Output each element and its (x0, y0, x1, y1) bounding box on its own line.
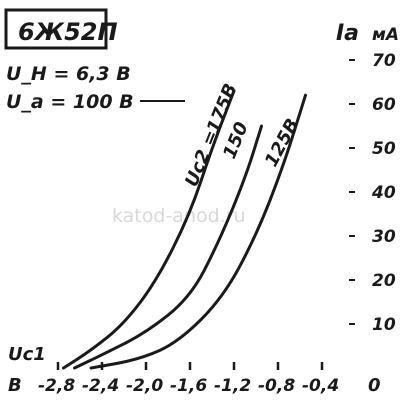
y-tick-label: 20 (372, 271, 396, 291)
x-tick-label: -2,8 (38, 376, 75, 396)
watermark-text: katod-anod.ru (112, 205, 246, 227)
series-label-prefix: Uc2 = (181, 127, 223, 190)
series-line-125B (89, 93, 307, 370)
chart-title: 6Ж52П (18, 18, 118, 46)
x-left-unit: B (8, 375, 22, 396)
y-axis-label: Ia (336, 21, 359, 46)
x-tick-label: -0,4 (302, 376, 339, 396)
series-line-175B (62, 89, 236, 370)
x-tick-label: -1,2 (214, 376, 251, 396)
x-tick-label: -1,6 (170, 376, 207, 396)
title-box (4, 8, 108, 50)
y-zero-label: 0 (368, 375, 381, 396)
x-tick-label: -0,8 (258, 376, 295, 396)
series-label: 125B (261, 115, 304, 170)
y-tick-label: 70 (372, 51, 396, 71)
x-tick-label: -2,4 (82, 376, 119, 396)
x-axis-label: Uc1 (8, 344, 46, 365)
y-unit-label: мА (372, 25, 399, 45)
y-tick-label: 30 (372, 227, 396, 247)
condition-heater-voltage: U_H = 6,3 B (6, 63, 131, 85)
y-tick-label: 50 (372, 139, 396, 159)
x-tick-label: -2,0 (126, 376, 163, 396)
y-tick-label: 10 (372, 315, 396, 335)
y-tick-label: 60 (372, 95, 396, 115)
y-tick-label: 40 (371, 183, 396, 203)
series-line-150 (73, 124, 264, 370)
condition-anode-voltage: U_a = 100 B (6, 91, 134, 113)
